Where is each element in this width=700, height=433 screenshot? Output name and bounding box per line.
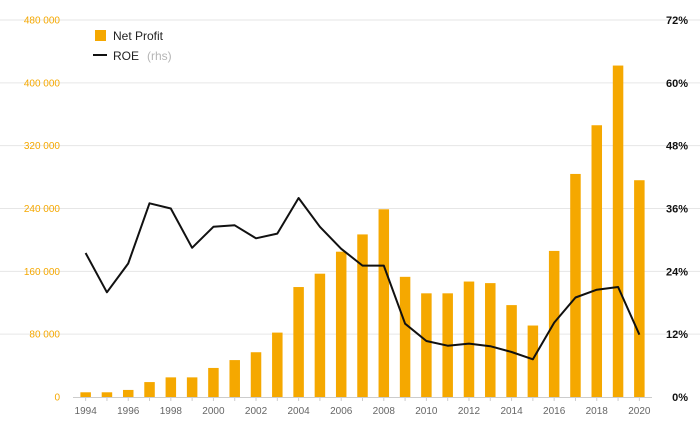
- net-profit-bar: [634, 180, 645, 397]
- net-profit-bar: [186, 377, 198, 397]
- y-left-tick-label: 160 000: [24, 267, 61, 278]
- y-right-tick-label: 24%: [666, 266, 688, 278]
- legend-line-label: ROE: [113, 49, 139, 63]
- x-tick-label: 2002: [245, 406, 268, 417]
- x-tick-label: 2020: [628, 406, 651, 417]
- x-tick-label: 2012: [458, 406, 481, 417]
- y-right-tick-label: 36%: [666, 204, 688, 216]
- y-right-tick-label: 12%: [666, 329, 688, 341]
- x-tick-label: 1994: [75, 406, 98, 417]
- y-left-tick-label: 320 000: [24, 141, 61, 152]
- legend: Net Profit ROE (rhs): [93, 29, 172, 64]
- y-right-tick-label: 48%: [666, 141, 688, 153]
- x-tick-label: 2008: [373, 406, 396, 417]
- net-profit-bar: [80, 392, 91, 397]
- net-profit-bar: [612, 65, 624, 397]
- legend-line-text: ROE (rhs): [113, 47, 172, 64]
- net-profit-bar: [229, 360, 240, 397]
- y-left-tick-label: 400 000: [24, 78, 61, 89]
- y-left-tick-label: 0: [54, 393, 60, 404]
- net-profit-bar: [144, 382, 155, 397]
- roe-line: [84, 197, 641, 361]
- net-profit-bars: [80, 65, 645, 397]
- x-tick-label: 2000: [202, 406, 225, 417]
- y-right-tick-label: 72%: [666, 15, 688, 27]
- net-profit-bar: [208, 367, 219, 397]
- roe-line-series: [84, 197, 641, 361]
- net-profit-bar: [527, 325, 539, 397]
- net-profit-bar: [485, 283, 496, 397]
- axes: 0 80 000 160 000 240 000 320 000 400 000 480 0…: [24, 15, 688, 417]
- net-profit-bar: [122, 389, 134, 397]
- x-tick-label: 2010: [415, 406, 438, 417]
- net-profit-bar: [314, 273, 326, 397]
- x-tick-label: 1998: [160, 406, 183, 417]
- x-tick-label: 2006: [330, 406, 353, 417]
- legend-bar-label: Net Profit: [113, 29, 164, 43]
- x-tick-label: 2004: [287, 406, 310, 417]
- net-profit-bar: [463, 281, 475, 397]
- y-right-tick-label: 60%: [666, 78, 688, 90]
- net-profit-bar: [570, 173, 581, 397]
- x-tick-label: 2016: [543, 406, 566, 417]
- net-profit-bar: [591, 125, 603, 397]
- x-tick-label: 2014: [500, 406, 523, 417]
- net-profit-bar: [421, 293, 432, 397]
- net-profit-bar: [378, 209, 390, 397]
- net-profit-bar: [357, 234, 368, 397]
- y-right-tick-label: 0%: [672, 392, 688, 404]
- net-profit-bar: [272, 332, 283, 397]
- y-left-tick-label: 80 000: [29, 330, 60, 341]
- x-tick-label: 2018: [586, 406, 609, 417]
- legend-line-suffix: (rhs): [147, 49, 172, 63]
- net-profit-bar: [101, 392, 113, 397]
- net-profit-bar: [399, 276, 411, 397]
- y-left-tick-label: 240 000: [24, 204, 61, 215]
- net-profit-bar: [335, 251, 347, 397]
- net-profit-bar: [250, 352, 262, 397]
- net-profit-bar: [293, 287, 304, 397]
- net-profit-bar: [165, 377, 177, 397]
- y-left-tick-label: 480 000: [24, 16, 61, 27]
- grid-lines: [0, 19, 700, 335]
- x-tick-label: 1996: [117, 406, 140, 417]
- legend-bar-swatch: [95, 30, 106, 41]
